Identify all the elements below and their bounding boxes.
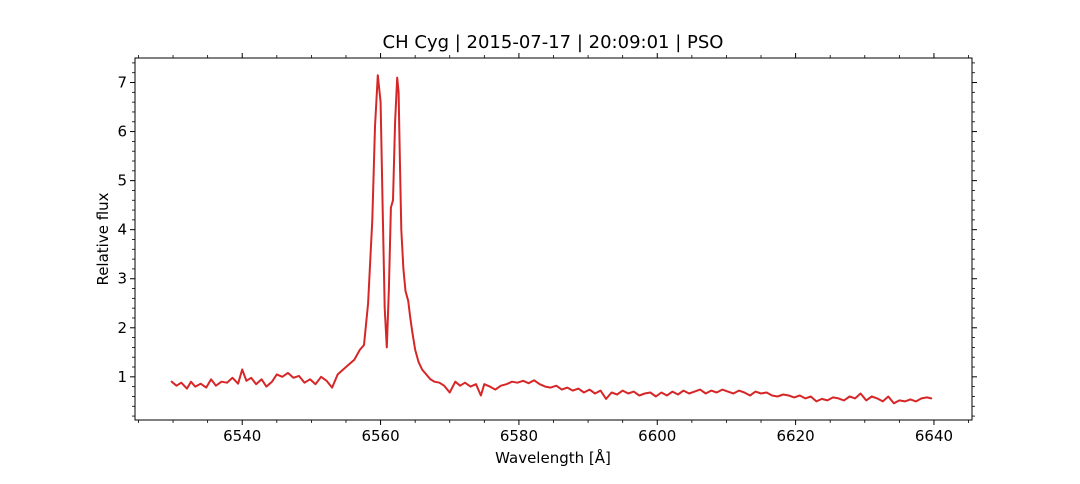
x-tick-label: 6580 bbox=[500, 427, 538, 445]
x-axis-label: Wavelength [Å] bbox=[495, 448, 611, 467]
x-tick-label: 6640 bbox=[915, 427, 953, 445]
x-tick-label: 6540 bbox=[223, 427, 261, 445]
y-axis-label: Relative flux bbox=[94, 192, 112, 285]
chart-title: CH Cyg | 2015-07-17 | 20:09:01 | PSO bbox=[383, 32, 724, 53]
plot-area: 6540 6560 6580 6600 6620 6640 1 2 3 4 5 6 7 bbox=[117, 53, 977, 445]
y-tick-label: 2 bbox=[117, 319, 127, 337]
y-tick-label: 5 bbox=[117, 172, 127, 190]
x-tick-label: 6600 bbox=[638, 427, 676, 445]
y-tick-label: 3 bbox=[117, 270, 127, 288]
x-tick-label: 6620 bbox=[777, 427, 815, 445]
x-tick-label: 6560 bbox=[361, 427, 399, 445]
spectrum-line bbox=[170, 74, 933, 405]
y-tick-label: 7 bbox=[117, 74, 127, 92]
y-tick-label: 6 bbox=[117, 123, 127, 141]
y-tick-label: 4 bbox=[117, 221, 127, 239]
y-tick-label: 1 bbox=[117, 368, 127, 386]
plot-frame bbox=[134, 57, 973, 421]
